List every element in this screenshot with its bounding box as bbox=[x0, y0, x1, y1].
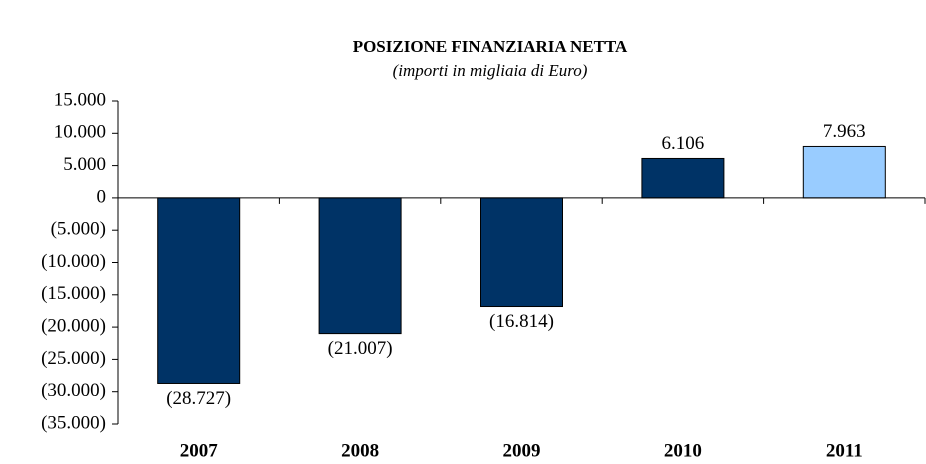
bar bbox=[157, 197, 241, 384]
x-tick-label: 2009 bbox=[503, 440, 541, 461]
value-label: 6.106 bbox=[662, 133, 705, 154]
chart-title: POSIZIONE FINANZIARIA NETTA bbox=[353, 37, 628, 56]
y-tick-label: 5.000 bbox=[63, 154, 106, 175]
y-tick-label: (25.000) bbox=[41, 348, 106, 369]
bar bbox=[318, 197, 402, 335]
y-tick-label: (10.000) bbox=[41, 251, 106, 272]
y-tick-label: (20.000) bbox=[41, 315, 106, 336]
x-tick-label: 2008 bbox=[341, 440, 379, 461]
value-label: (16.814) bbox=[489, 311, 554, 332]
y-tick-label: 0 bbox=[97, 186, 107, 207]
y-tick-label: (5.000) bbox=[51, 219, 106, 240]
value-label: (21.007) bbox=[328, 338, 393, 359]
bar bbox=[480, 197, 563, 308]
value-label: 7.963 bbox=[823, 121, 866, 142]
bar bbox=[802, 145, 886, 199]
x-tick-label: 2011 bbox=[826, 440, 863, 461]
chart-subtitle: (importi in migliaia di Euro) bbox=[393, 61, 588, 80]
bar bbox=[641, 157, 725, 199]
y-tick-label: 15.000 bbox=[54, 89, 106, 110]
y-tick-label: (35.000) bbox=[41, 412, 106, 433]
y-tick-label: 10.000 bbox=[54, 122, 106, 143]
y-tick-label: (30.000) bbox=[41, 380, 106, 401]
y-tick-label: (15.000) bbox=[41, 283, 106, 304]
x-tick-label: 2010 bbox=[664, 440, 702, 461]
x-tick-label: 2007 bbox=[180, 440, 219, 461]
value-label: (28.727) bbox=[166, 388, 231, 409]
